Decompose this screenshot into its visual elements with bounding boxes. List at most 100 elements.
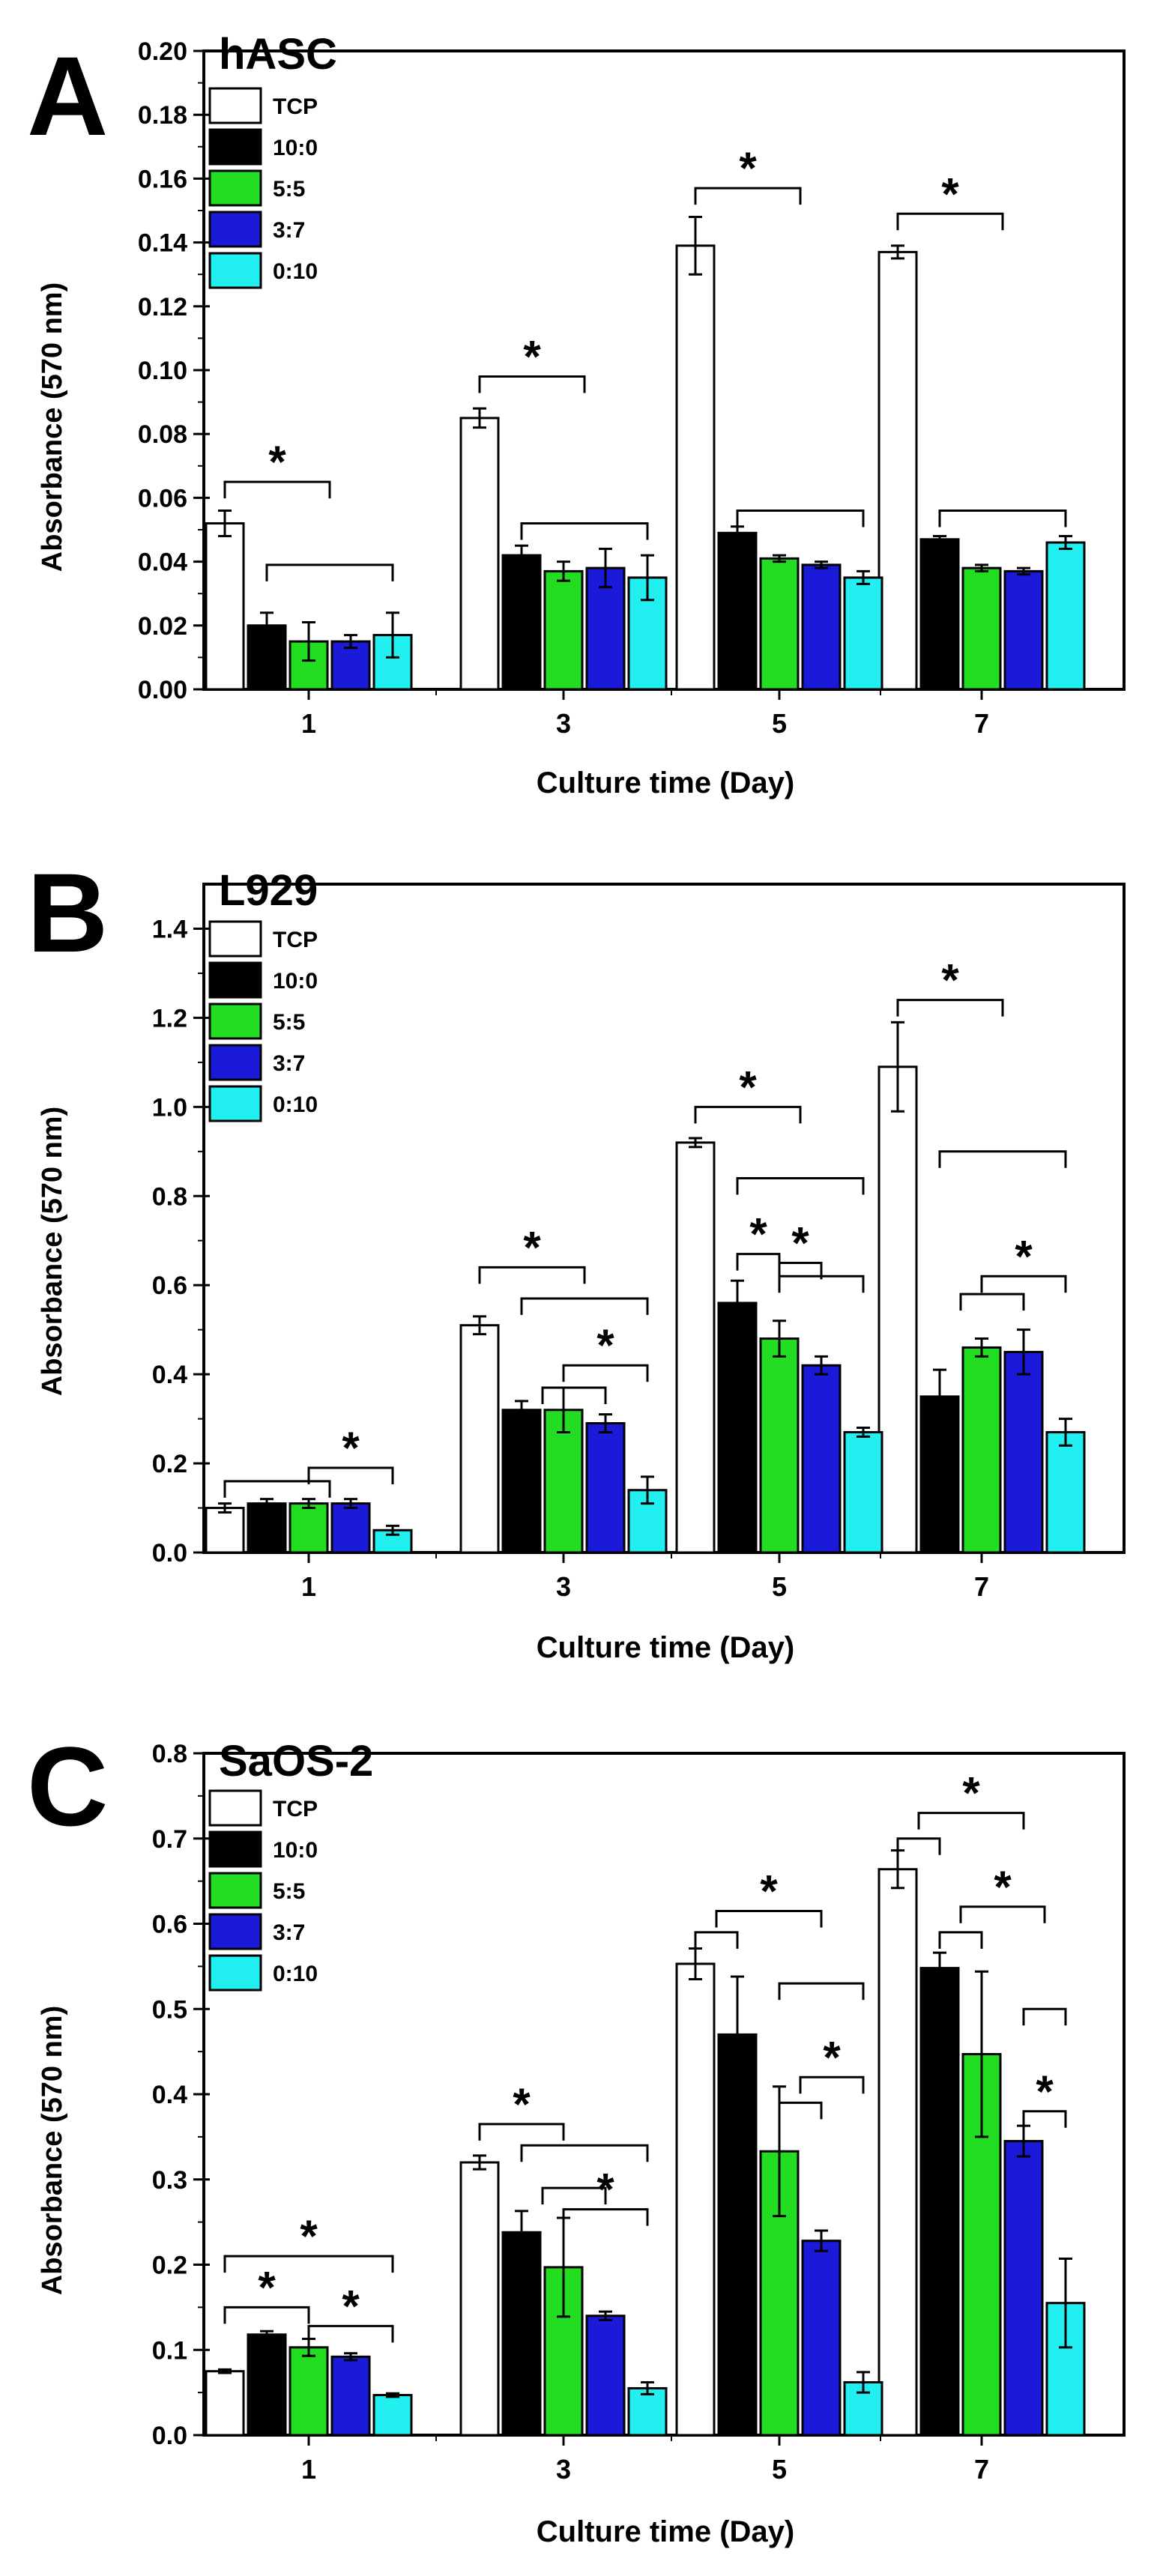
bar-5-5-day3 (543, 569, 584, 691)
bar-TCP-day1 (205, 521, 245, 691)
significance-star: * (1015, 1231, 1033, 1281)
significance-bracket (778, 2101, 823, 2120)
significance-star: * (760, 1866, 778, 1916)
panel-letter: C (27, 1723, 108, 1849)
significance-bracket (736, 1176, 865, 1195)
bar-TCP-day1 (205, 1507, 245, 1554)
x-tick-label: 5 (772, 1571, 787, 1602)
legend-label: 3:7 (273, 1920, 305, 1945)
legend-swatch (208, 87, 262, 124)
legend-label: 5:5 (273, 1010, 305, 1035)
significance-bracket (541, 1386, 607, 1404)
bar-10-0-day5 (717, 531, 758, 691)
x-tick-label: 3 (556, 708, 571, 739)
significance-star: * (268, 437, 286, 487)
significance-star: * (941, 169, 959, 219)
significance-bracket (694, 187, 802, 205)
legend-swatch (208, 1003, 262, 1040)
panel-letter: B (27, 850, 108, 976)
significance-star: * (791, 1218, 809, 1268)
significance-bracket (896, 1837, 941, 1855)
bar-3-7-day5 (801, 2240, 842, 2437)
legend-label: 5:5 (273, 1879, 305, 1904)
y-tick-label: 0.0 (152, 1539, 187, 1567)
x-tick-label: 1 (301, 708, 316, 739)
bar-10-0-day3 (501, 554, 542, 691)
significance-star: * (994, 1862, 1012, 1912)
bar-3-7-day3 (585, 1422, 626, 1554)
y-tick-label: 0.16 (138, 165, 187, 193)
bar-TCP-day7 (877, 250, 918, 691)
y-axis-label: Absorbance (570 nm) (37, 282, 68, 572)
significance-star: * (962, 1768, 980, 1818)
bar-3-7-day5 (801, 563, 842, 691)
bar-10-0-day5 (717, 2033, 758, 2437)
bar-0-10-day5 (843, 1430, 883, 1554)
bar-0-10-day7 (1045, 1430, 1086, 1554)
y-tick-label: 0.2 (152, 2252, 187, 2280)
legend-swatch (208, 128, 262, 166)
significance-bracket (223, 2255, 394, 2273)
bar-0-10-day7 (1045, 541, 1086, 691)
significance-bracket (799, 2075, 865, 2094)
significance-star: * (342, 2281, 360, 2331)
bar-TCP-day7 (877, 1868, 918, 2437)
y-tick-label: 0.8 (152, 1740, 187, 1768)
x-tick-label: 5 (772, 708, 787, 739)
significance-star: * (258, 2262, 276, 2312)
legend-swatch (208, 1954, 262, 1992)
legend-swatch (208, 1872, 262, 1909)
significance-bracket (694, 1105, 802, 1124)
bar-0-10-day3 (627, 1489, 668, 1554)
bar-3-7-day7 (1003, 2140, 1044, 2437)
significance-star: * (342, 1423, 360, 1473)
x-tick-label: 3 (556, 2454, 571, 2485)
bar-10-0-day1 (247, 1502, 287, 1554)
x-tick-label: 1 (301, 1571, 316, 1602)
significance-bracket (694, 1931, 739, 1949)
legend-label: 5:5 (273, 177, 305, 202)
y-tick-label: 0.6 (152, 1911, 187, 1939)
bar-TCP-day5 (675, 1962, 716, 2437)
y-tick-label: 0.7 (152, 1825, 187, 1854)
legend-swatch (208, 1913, 262, 1950)
y-tick-label: 0.14 (138, 229, 187, 258)
y-tick-label: 0.2 (152, 1450, 187, 1478)
bar-TCP-day3 (459, 1324, 500, 1554)
y-tick-label: 0.4 (152, 2081, 187, 2109)
y-tick-label: 1.4 (152, 915, 187, 943)
significance-bracket (715, 1909, 823, 1928)
significance-bracket (562, 1364, 649, 1382)
bar-5-5-day1 (288, 1502, 329, 1554)
y-tick-label: 0.06 (138, 484, 187, 513)
legend-label: TCP (273, 928, 318, 952)
legend-swatch (208, 1044, 262, 1081)
bar-10-0-day7 (919, 538, 960, 691)
bar-TCP-day3 (459, 417, 500, 691)
legend-label: TCP (273, 1797, 318, 1821)
legend-label: 10:0 (273, 1838, 318, 1863)
legend-label: 0:10 (273, 1092, 318, 1117)
significance-bracket (223, 480, 331, 499)
y-tick-label: 0.10 (138, 357, 187, 385)
significance-bracket (541, 2186, 607, 2205)
bar-10-0-day1 (247, 2333, 287, 2437)
bar-TCP-day1 (205, 2370, 245, 2437)
significance-bracket (917, 1812, 1025, 1830)
significance-bracket (959, 1905, 1046, 1923)
significance-star: * (300, 2211, 318, 2261)
legend-label: 3:7 (273, 218, 305, 243)
significance-bracket (980, 1275, 1067, 1293)
bar-5-5-day3 (543, 1409, 584, 1554)
bar-TCP-day3 (459, 2161, 500, 2437)
y-tick-label: 0.02 (138, 612, 187, 641)
significance-bracket (520, 521, 649, 540)
legend-label: 10:0 (273, 136, 318, 160)
bar-5-5-day1 (288, 2346, 329, 2437)
x-tick-label: 7 (974, 708, 989, 739)
y-tick-label: 0.1 (152, 2336, 187, 2365)
legend-label: TCP (273, 94, 318, 119)
bar-3-7-day3 (585, 2315, 626, 2437)
significance-bracket (562, 2208, 649, 2226)
